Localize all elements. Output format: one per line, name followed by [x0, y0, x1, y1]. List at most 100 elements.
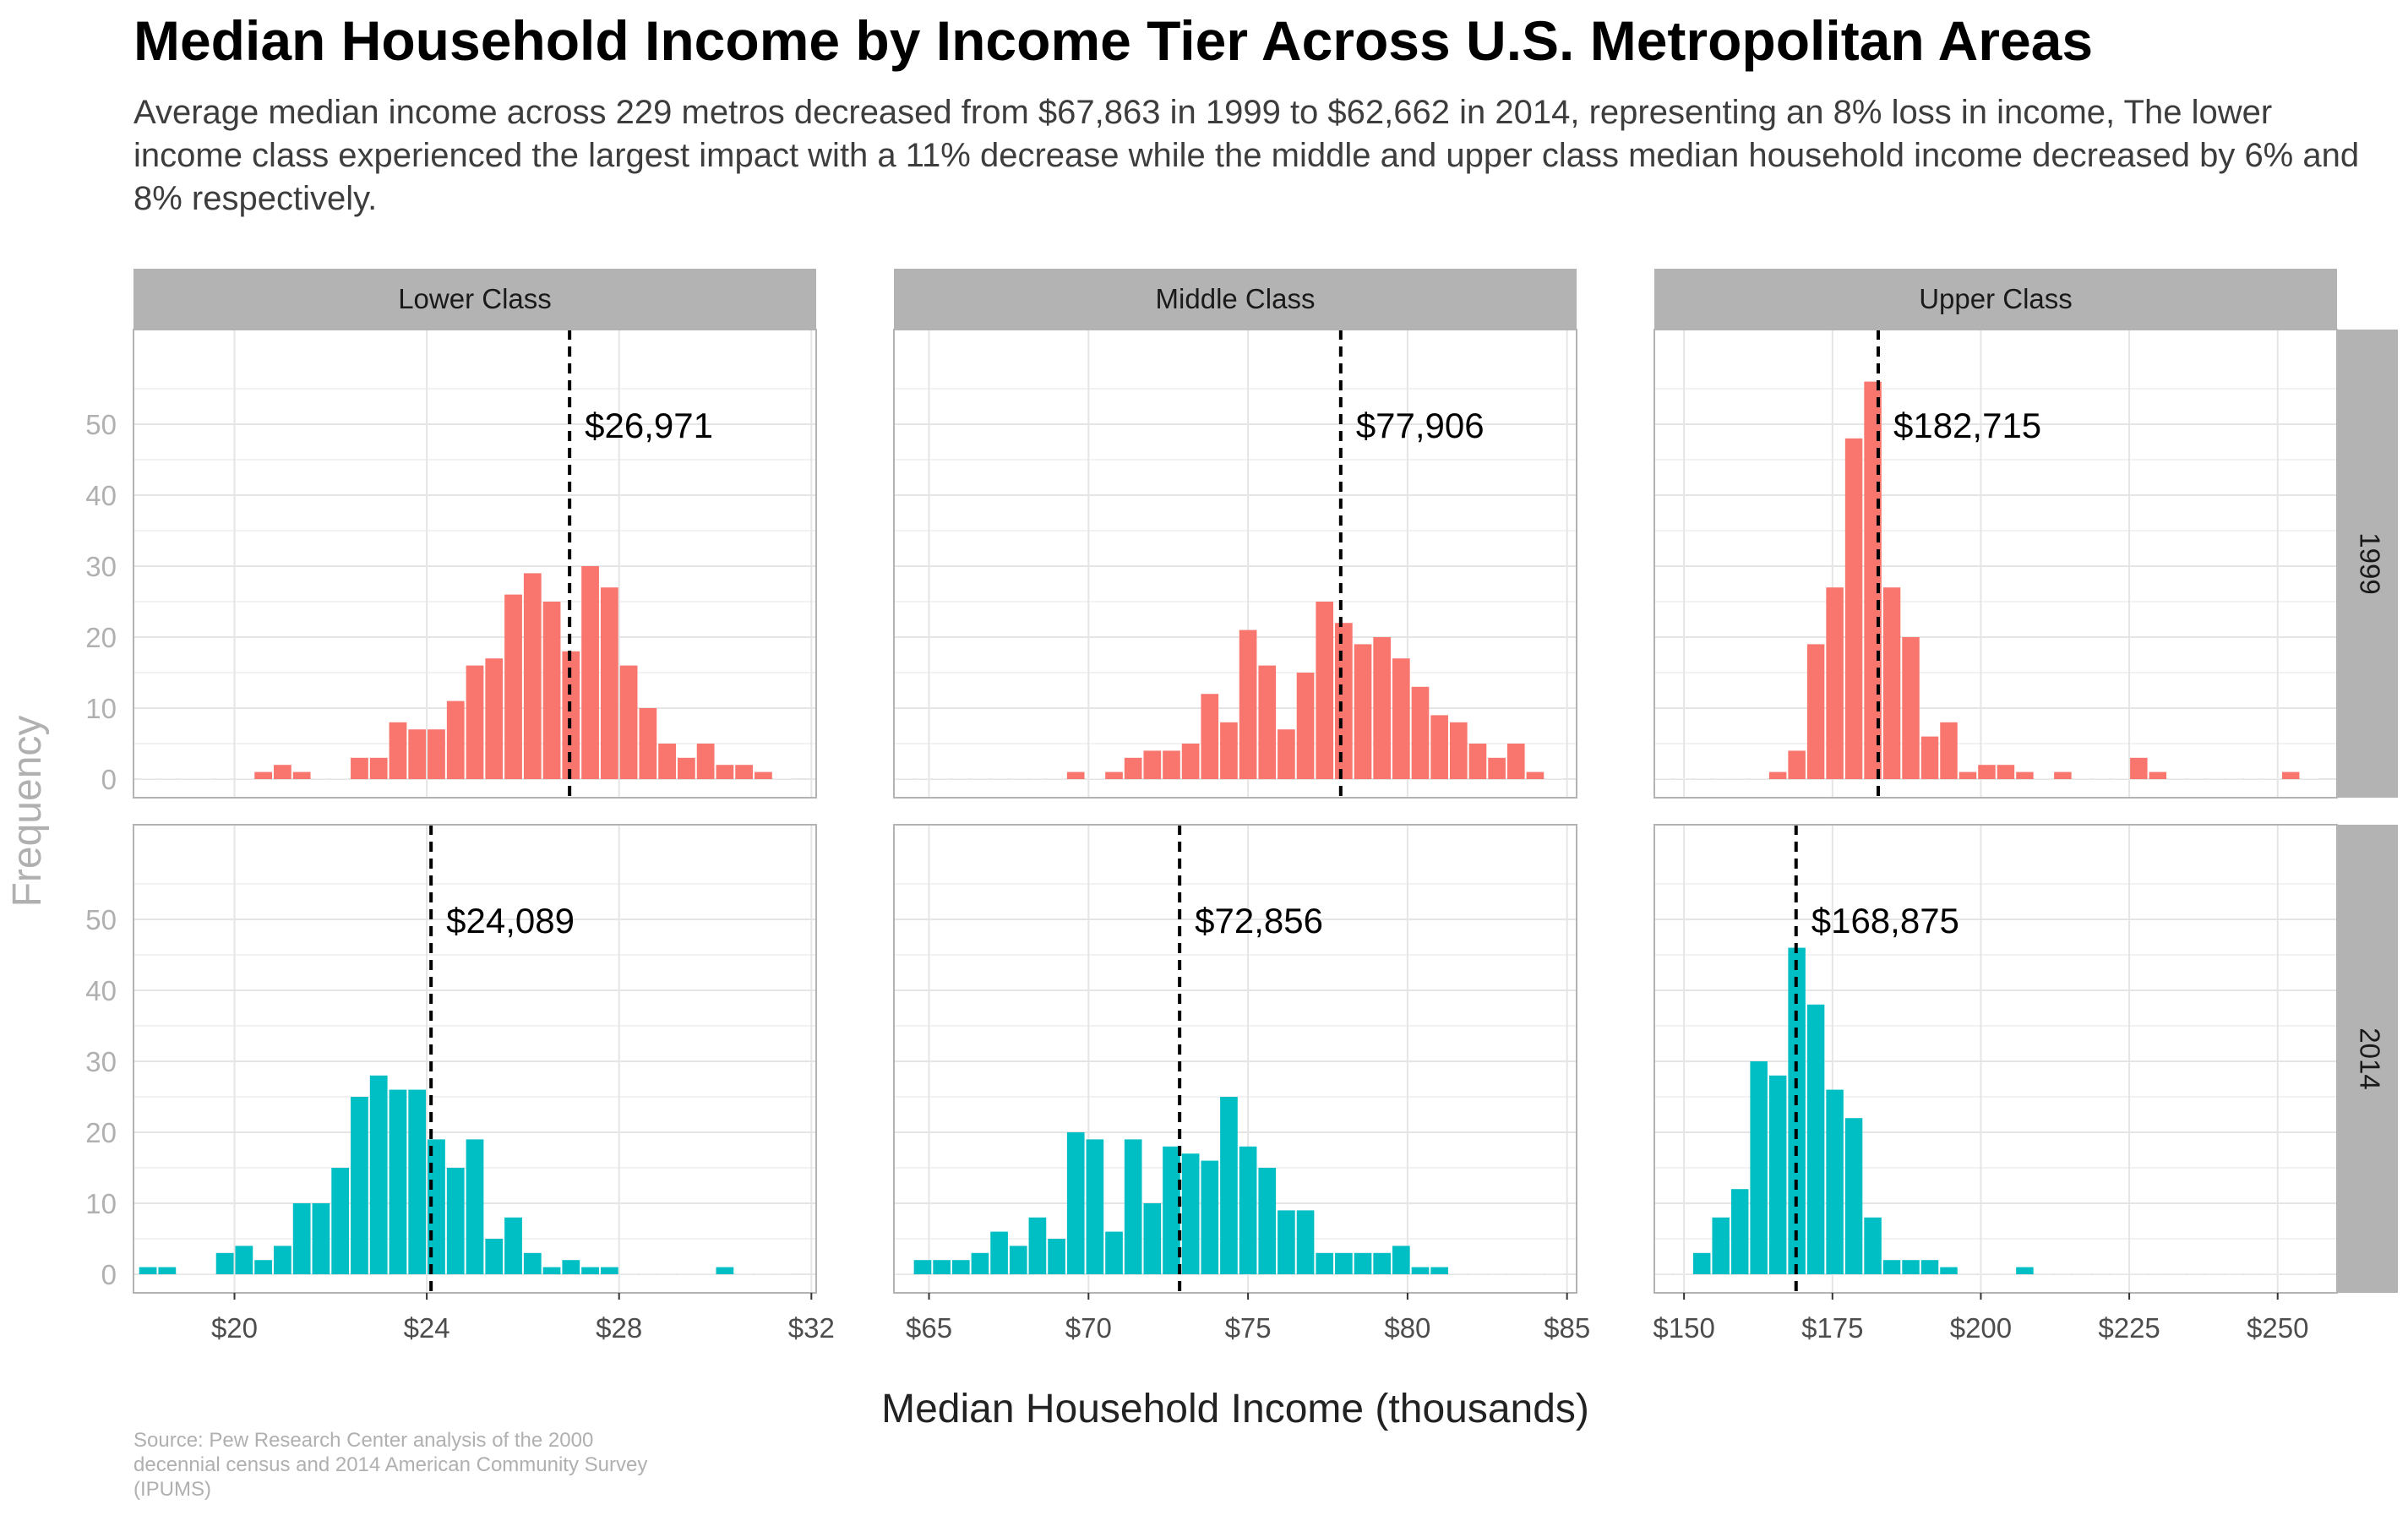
panel-border [133, 824, 817, 1294]
histogram-bar [485, 658, 504, 779]
x-axis-title: Median Household Income (thousands) [881, 1387, 1589, 1431]
histogram-bar [274, 765, 291, 779]
histogram-bar-empty [619, 1273, 638, 1274]
x-tick-label: $32 [788, 1312, 835, 1344]
histogram-bar [1181, 1153, 1200, 1274]
chart-title: Median Household Income by Income Tier A… [133, 9, 2094, 72]
histogram-bar [1882, 587, 1901, 779]
x-tick-label: $150 [1653, 1312, 1714, 1344]
histogram-bar [1526, 771, 1544, 779]
histogram-bar [408, 729, 427, 779]
histogram-bar [1826, 587, 1844, 779]
histogram-bar [1239, 1146, 1257, 1274]
median-label: $72,856 [1195, 901, 1323, 940]
x-tick-label: $24 [404, 1312, 450, 1344]
histogram-bar [1430, 715, 1448, 779]
x-tick-label: $80 [1384, 1312, 1430, 1344]
histogram-bar [1201, 1160, 1219, 1274]
histogram-bar-empty [196, 778, 215, 779]
histogram-bar-empty [1750, 778, 1768, 779]
histogram-bar [1940, 722, 1958, 779]
histogram-bar [951, 1260, 970, 1274]
facet-panel: $77,906 [893, 329, 1577, 799]
histogram-bar [1124, 757, 1142, 779]
histogram-bar-empty [2225, 1273, 2242, 1274]
histogram-bar [466, 1139, 484, 1274]
histogram-bar [619, 665, 638, 779]
x-tick-label: $20 [211, 1312, 258, 1344]
histogram-bar-empty [177, 778, 195, 779]
y-tick-label: 50 [85, 409, 117, 440]
histogram-bar [1826, 1089, 1844, 1274]
histogram-bar-empty [235, 778, 253, 779]
histogram-bar-empty [2301, 778, 2318, 779]
histogram-bar [1066, 1132, 1085, 1274]
histogram-bar-empty [895, 1273, 913, 1274]
y-tick-label: 0 [101, 764, 117, 795]
y-tick-label: 0 [101, 1259, 117, 1290]
histogram-bar [990, 1231, 1008, 1274]
histogram-bar-empty [1526, 1273, 1544, 1274]
histogram-bar [716, 765, 734, 779]
histogram-bar [1278, 729, 1295, 779]
histogram-bar-empty [773, 1273, 792, 1274]
histogram-bar [1844, 1118, 1863, 1274]
row-strip-label: 2014 [2354, 1028, 2385, 1089]
histogram-bar [933, 1260, 951, 1274]
y-tick-label: 30 [85, 551, 117, 582]
histogram-bar [971, 1252, 989, 1274]
histogram-bar-empty [1712, 778, 1730, 779]
histogram-bar-empty [331, 778, 350, 779]
row-strip [2337, 330, 2398, 798]
x-tick-label: $28 [596, 1312, 642, 1344]
y-tick-label: 10 [85, 693, 117, 724]
histogram-bar [1373, 637, 1392, 779]
y-tick-label: 40 [85, 480, 117, 511]
histogram-bar-empty [2263, 1273, 2280, 1274]
histogram-bar [755, 771, 772, 779]
histogram-bar-empty [2243, 778, 2262, 779]
histogram-bar [523, 573, 542, 779]
histogram-bar [1449, 722, 1468, 779]
histogram-bar [1488, 757, 1506, 779]
histogram-bar [254, 1260, 273, 1274]
histogram-bar [408, 1089, 427, 1274]
source-caption: Source: Pew Research Center analysis of … [133, 1429, 648, 1501]
x-tick-label: $250 [2247, 1312, 2308, 1344]
histogram-bar [1882, 1260, 1901, 1274]
x-tick-label: $75 [1225, 1312, 1272, 1344]
histogram-bar-empty [2281, 1273, 2300, 1274]
y-tick-label: 40 [85, 975, 117, 1006]
median-label: $24,089 [446, 901, 575, 940]
facet-panel: $72,856 [893, 824, 1577, 1294]
histogram-bar-empty [1488, 1273, 1506, 1274]
histogram-bar [1143, 1203, 1162, 1274]
histogram-bar [1411, 686, 1430, 779]
histogram-bar [1864, 1217, 1882, 1274]
histogram-bar [542, 1267, 561, 1274]
histogram-bar-empty [2092, 778, 2110, 779]
facet-strip [133, 269, 816, 330]
histogram-bar-empty [196, 1273, 215, 1274]
histogram-bar [1009, 1246, 1027, 1274]
histogram-bar-empty [2054, 1273, 2072, 1274]
histogram-bar [1105, 771, 1123, 779]
histogram-bar [562, 1260, 580, 1274]
histogram-bar [1316, 602, 1334, 779]
histogram-bar [1354, 1252, 1372, 1274]
histogram-bar-empty [312, 778, 330, 779]
panel-border [1653, 329, 2338, 799]
histogram-bar-empty [2263, 778, 2280, 779]
histogram-bar [389, 722, 407, 779]
histogram-bar [581, 1267, 599, 1274]
histogram-bar [542, 602, 561, 779]
histogram-bar [1750, 1061, 1768, 1274]
histogram-bar [139, 1267, 157, 1274]
facet-panel: $182,715 [1653, 329, 2338, 799]
histogram-bar-empty [1674, 778, 1692, 779]
median-label: $26,971 [585, 406, 713, 445]
histogram-bar-empty [2168, 778, 2186, 779]
histogram-bar-empty [696, 1273, 715, 1274]
histogram-bar [254, 771, 273, 779]
histogram-bar-empty [971, 778, 989, 779]
